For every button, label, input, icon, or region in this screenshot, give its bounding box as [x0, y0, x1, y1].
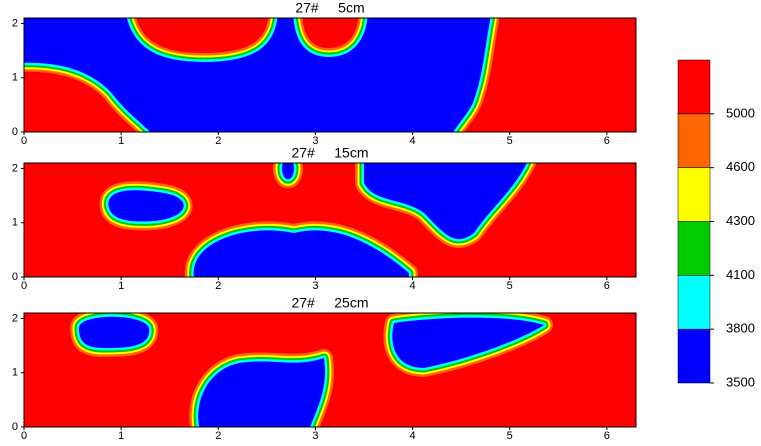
- x-tick-label: 5: [507, 135, 513, 147]
- contour-region: [293, 18, 368, 57]
- contour-core: [79, 316, 150, 348]
- contour-region: [383, 313, 553, 377]
- contour-region: [24, 62, 151, 132]
- colorbar-tick-label: 3500: [726, 374, 755, 389]
- contour-region: [273, 163, 303, 188]
- contour-core: [198, 358, 325, 427]
- x-tick-label: 6: [604, 135, 610, 147]
- contour-region: [189, 349, 334, 427]
- contour-panel: [24, 18, 636, 132]
- x-tick-label: 4: [410, 430, 416, 441]
- y-tick-label: 2: [12, 17, 18, 29]
- y-tick-label: 0: [12, 126, 18, 138]
- y-tick-label: 2: [12, 162, 18, 174]
- panel-title: 27# 25cm: [291, 295, 368, 311]
- x-tick-label: 0: [21, 135, 27, 147]
- y-tick-label: 0: [12, 271, 18, 283]
- x-tick-label: 6: [604, 430, 610, 441]
- x-tick-label: 5: [507, 430, 513, 441]
- x-tick-label: 2: [215, 430, 221, 441]
- contour-core: [24, 71, 138, 132]
- x-tick-label: 4: [410, 135, 416, 147]
- contour-panel: [24, 313, 636, 427]
- colorbar-swatch: [677, 328, 711, 384]
- x-tick-label: 3: [312, 135, 318, 147]
- y-tick-label: 0: [12, 421, 18, 433]
- x-tick-label: 1: [118, 280, 124, 292]
- y-tick-label: 1: [12, 217, 18, 229]
- y-tick-label: 1: [12, 72, 18, 84]
- contour-region: [355, 163, 537, 248]
- y-tick-label: 2: [12, 312, 18, 324]
- x-tick-label: 3: [312, 280, 318, 292]
- colorbar-swatch: [677, 275, 711, 330]
- colorbar-swatch: [677, 59, 711, 115]
- x-tick-label: 6: [604, 280, 610, 292]
- panel-title: 27# 5cm: [295, 0, 364, 16]
- contour-region: [453, 18, 636, 132]
- contour-core: [136, 18, 269, 53]
- contour-panel: [24, 163, 636, 277]
- colorbar-tick-label: 4600: [726, 159, 755, 174]
- x-tick-label: 2: [215, 135, 221, 147]
- x-tick-label: 0: [21, 430, 27, 441]
- contour-core: [108, 190, 184, 222]
- colorbar-tick-label: 3800: [726, 321, 755, 336]
- x-tick-label: 0: [21, 280, 27, 292]
- contour-core: [392, 317, 544, 368]
- contour-core: [364, 163, 527, 239]
- colorbar-swatch: [677, 221, 711, 276]
- plot-frame: [23, 162, 637, 278]
- plot-frame: [23, 17, 637, 133]
- contour-core: [193, 230, 409, 277]
- contour-core: [302, 18, 359, 48]
- panel-title: 27# 15cm: [291, 145, 368, 161]
- colorbar-swatch: [677, 113, 711, 168]
- contour-core: [464, 18, 636, 132]
- x-tick-label: 1: [118, 135, 124, 147]
- x-tick-label: 2: [215, 280, 221, 292]
- contour-core: [282, 163, 294, 180]
- x-tick-label: 5: [507, 280, 513, 292]
- contour-region: [70, 313, 159, 357]
- contour-region: [184, 221, 418, 277]
- plot-frame: [23, 312, 637, 428]
- colorbar-tick-label: 4100: [726, 267, 755, 282]
- colorbar-swatch: [677, 167, 711, 222]
- x-tick-label: 3: [312, 430, 318, 441]
- x-tick-label: 1: [118, 430, 124, 441]
- colorbar-tick-label: 5000: [726, 105, 755, 120]
- y-tick-label: 1: [12, 367, 18, 379]
- contour-region: [126, 18, 278, 62]
- contour-region: [99, 181, 193, 231]
- x-tick-label: 4: [410, 280, 416, 292]
- colorbar-tick-label: 4300: [726, 213, 755, 228]
